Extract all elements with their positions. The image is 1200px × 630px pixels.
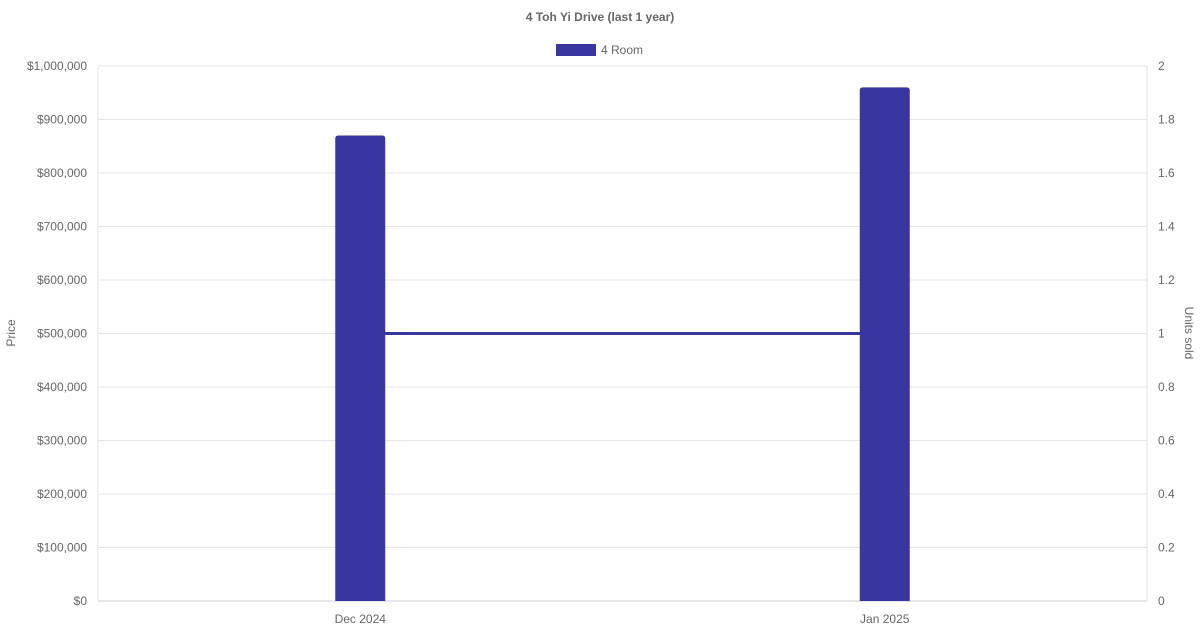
y2-axis-label: Units sold [1182, 307, 1196, 360]
chart-title: 4 Toh Yi Drive (last 1 year) [526, 10, 675, 24]
y-tick-label: $500,000 [37, 327, 87, 341]
y-tick-label: $1,000,000 [27, 59, 87, 73]
legend-label[interactable]: 4 Room [601, 43, 643, 57]
y-tick-label: $400,000 [37, 380, 87, 394]
y2-tick-label: 0 [1158, 594, 1165, 608]
y-tick-label: $0 [74, 594, 88, 608]
price-bar [335, 135, 386, 602]
y2-tick-label: 1 [1158, 327, 1165, 341]
y2-tick-label: 1.2 [1158, 273, 1175, 287]
price-bar [859, 87, 910, 601]
y2-tick-label: 2 [1158, 59, 1165, 73]
y2-tick-label: 0.4 [1158, 487, 1175, 501]
y-tick-label: $200,000 [37, 487, 87, 501]
y-tick-label: $900,000 [37, 113, 87, 127]
x-tick-label: Jan 2025 [860, 612, 910, 626]
y2-tick-label: 1.6 [1158, 166, 1175, 180]
legend-swatch[interactable] [556, 44, 596, 56]
y-tick-label: $600,000 [37, 273, 87, 287]
y2-tick-label: 1.4 [1158, 220, 1175, 234]
y-axis-label: Price [4, 319, 18, 347]
y-tick-label: $700,000 [37, 220, 87, 234]
y-tick-label: $300,000 [37, 434, 87, 448]
y2-tick-label: 0.8 [1158, 380, 1175, 394]
y2-tick-label: 0.2 [1158, 541, 1175, 555]
y2-tick-label: 0.6 [1158, 434, 1175, 448]
y-tick-label: $800,000 [37, 166, 87, 180]
y2-tick-label: 1.8 [1158, 113, 1175, 127]
y-tick-label: $100,000 [37, 541, 87, 555]
x-tick-label: Dec 2024 [335, 612, 387, 626]
